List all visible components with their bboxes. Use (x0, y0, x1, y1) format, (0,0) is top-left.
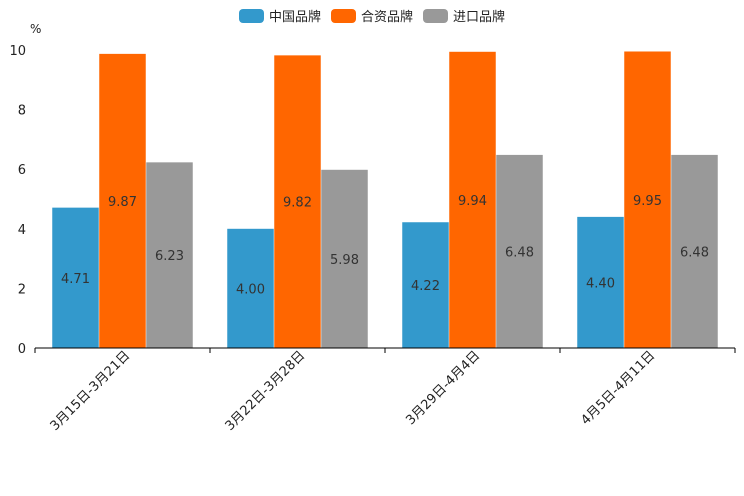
bar-joint-venture-3 (449, 51, 496, 348)
y-axis-ticks: 0 2 4 6 8 10 (9, 44, 26, 357)
x-category-label: 3月15日-3月21日 (48, 348, 134, 434)
legend-swatch (239, 9, 264, 23)
bar-joint-venture-2 (274, 55, 321, 349)
y-tick-label: 0 (18, 342, 26, 357)
bar-joint-venture-1 (99, 53, 146, 349)
y-tick-label: 8 (18, 104, 26, 119)
bar-joint-venture-4 (624, 51, 671, 349)
bar-china-3 (402, 222, 449, 348)
data-label: 4.22 (411, 279, 440, 294)
legend-label: 合资品牌 (361, 9, 413, 25)
bar-import-4 (671, 154, 718, 348)
y-axis-unit-label: % (30, 22, 41, 36)
legend-label: 进口品牌 (453, 9, 505, 25)
data-label: 9.94 (458, 194, 487, 209)
bar-import-1 (146, 162, 193, 348)
y-tick-label: 10 (9, 44, 26, 59)
bar-china-4 (577, 216, 624, 348)
legend-swatch (331, 9, 356, 23)
data-label: 4.00 (236, 282, 265, 297)
x-axis-category-labels: 3月15日-3月21日 3月22日-3月28日 3月29日-4月4日 4月5日-4月1… (48, 348, 659, 434)
bars (52, 51, 718, 349)
data-label: 9.87 (108, 195, 137, 210)
data-label: 4.40 (586, 276, 615, 291)
y-tick-label: 4 (18, 223, 26, 238)
x-category-label: 3月22日-3月28日 (223, 348, 309, 434)
legend-label: 中国品牌 (269, 9, 321, 25)
bar-china-1 (52, 207, 99, 348)
legend-swatch (423, 9, 448, 23)
bar-import-3 (496, 154, 543, 348)
x-axis-ticks (34, 348, 736, 353)
legend: 中国品牌 合资品牌 进口品牌 (239, 9, 505, 25)
y-tick-label: 6 (18, 163, 26, 178)
x-category-label: 3月29日-4月4日 (403, 348, 483, 428)
data-label: 6.48 (680, 245, 709, 260)
data-label: 6.48 (505, 245, 534, 260)
bar-import-2 (321, 169, 368, 348)
y-tick-label: 2 (18, 282, 26, 297)
data-label: 9.82 (283, 196, 312, 211)
data-label: 6.23 (155, 249, 184, 264)
data-labels: 4.71 9.87 6.23 4.00 9.82 5.98 4.22 9.94 6.48 4.40… (61, 194, 709, 298)
data-label: 5.98 (330, 253, 359, 268)
x-category-label: 4月5日-4月11日 (578, 348, 658, 428)
data-label: 9.95 (633, 194, 662, 209)
bar-china-2 (227, 228, 274, 348)
data-label: 4.71 (61, 272, 90, 287)
